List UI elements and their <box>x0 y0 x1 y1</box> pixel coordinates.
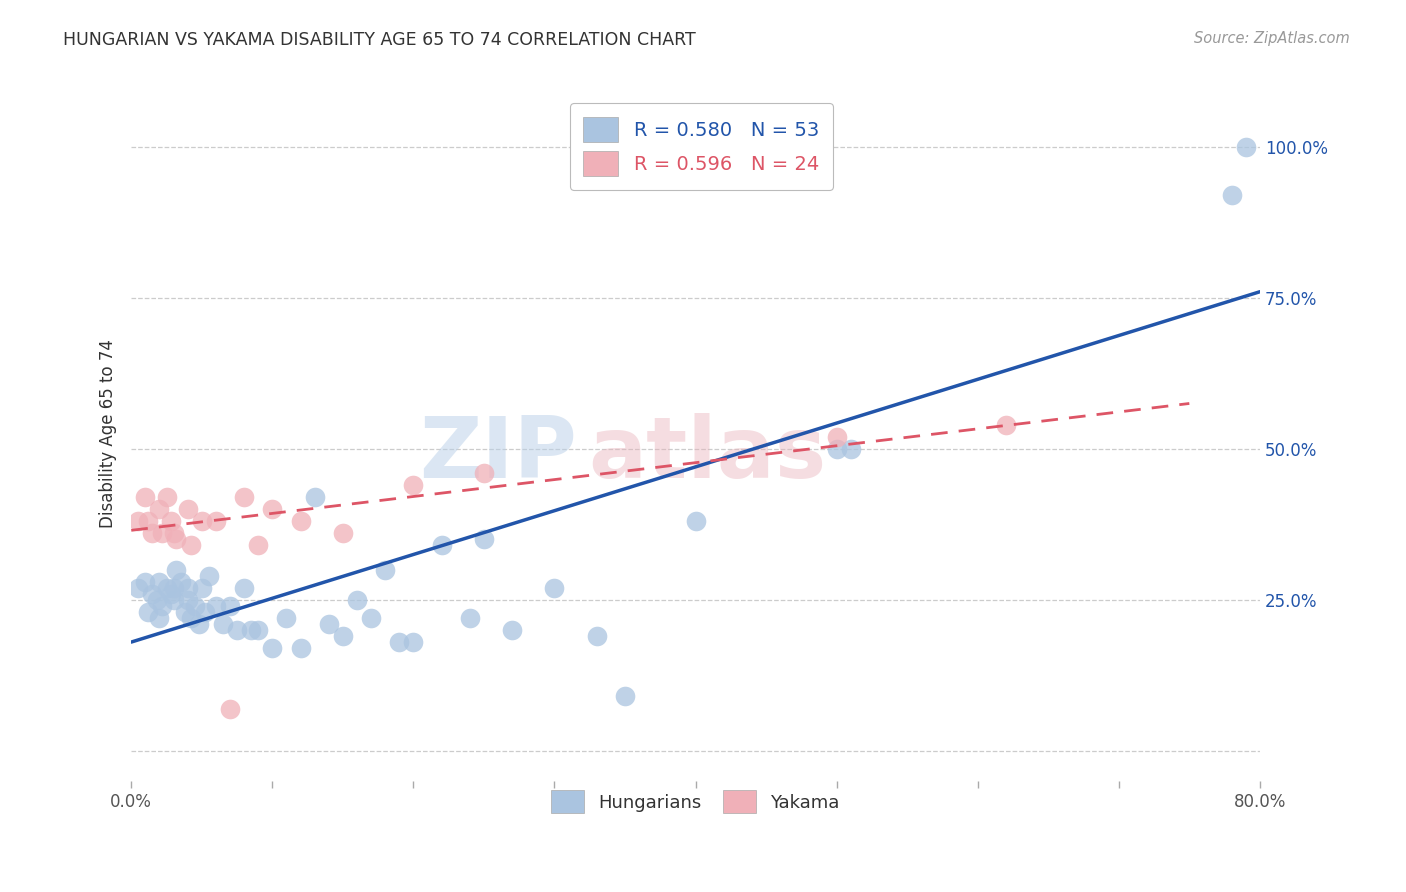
Point <box>179 538 201 552</box>
Point <box>501 623 523 637</box>
Point <box>262 502 284 516</box>
Point <box>194 605 217 619</box>
Point <box>1234 140 1257 154</box>
Point <box>169 574 191 589</box>
Point <box>198 568 221 582</box>
Point <box>188 616 211 631</box>
Text: Source: ZipAtlas.com: Source: ZipAtlas.com <box>1194 31 1350 46</box>
Point <box>176 581 198 595</box>
Point <box>458 611 481 625</box>
Point <box>1220 188 1243 202</box>
Point <box>184 599 207 613</box>
Point <box>346 592 368 607</box>
Point <box>388 635 411 649</box>
Legend: Hungarians, Yakama: Hungarians, Yakama <box>541 780 851 824</box>
Point <box>155 581 177 595</box>
Point <box>247 538 270 552</box>
Point <box>179 611 201 625</box>
Point <box>685 514 707 528</box>
Point <box>247 623 270 637</box>
Point <box>162 581 184 595</box>
Point <box>994 417 1017 432</box>
Point <box>318 616 340 631</box>
Point <box>136 514 159 528</box>
Point <box>148 502 170 516</box>
Point <box>614 690 637 704</box>
Point <box>176 592 198 607</box>
Point <box>276 611 298 625</box>
Point <box>205 514 228 528</box>
Point <box>430 538 453 552</box>
Point <box>219 701 242 715</box>
Point <box>402 635 425 649</box>
Point <box>585 629 607 643</box>
Y-axis label: Disability Age 65 to 74: Disability Age 65 to 74 <box>100 339 117 528</box>
Point <box>145 592 167 607</box>
Text: atlas: atlas <box>588 413 827 496</box>
Point <box>162 592 184 607</box>
Point <box>191 581 214 595</box>
Point <box>402 478 425 492</box>
Point <box>134 490 156 504</box>
Point <box>304 490 326 504</box>
Point <box>148 611 170 625</box>
Point <box>543 581 565 595</box>
Point <box>226 623 249 637</box>
Point <box>173 605 195 619</box>
Point <box>472 533 495 547</box>
Point <box>191 514 214 528</box>
Point <box>165 563 187 577</box>
Point <box>472 466 495 480</box>
Point <box>141 526 163 541</box>
Point <box>127 581 149 595</box>
Text: ZIP: ZIP <box>419 413 576 496</box>
Point <box>332 526 354 541</box>
Point <box>141 587 163 601</box>
Point <box>136 605 159 619</box>
Point <box>150 526 173 541</box>
Point <box>162 526 184 541</box>
Point <box>219 599 242 613</box>
Point <box>825 442 848 456</box>
Point <box>176 502 198 516</box>
Point <box>212 616 235 631</box>
Point <box>825 430 848 444</box>
Point <box>839 442 862 456</box>
Point <box>290 514 312 528</box>
Point <box>360 611 382 625</box>
Point <box>290 641 312 656</box>
Point <box>374 563 396 577</box>
Point <box>127 514 149 528</box>
Point <box>332 629 354 643</box>
Text: HUNGARIAN VS YAKAMA DISABILITY AGE 65 TO 74 CORRELATION CHART: HUNGARIAN VS YAKAMA DISABILITY AGE 65 TO… <box>63 31 696 49</box>
Point <box>134 574 156 589</box>
Point <box>233 490 256 504</box>
Point <box>155 490 177 504</box>
Point <box>159 587 181 601</box>
Point <box>165 533 187 547</box>
Point <box>205 599 228 613</box>
Point <box>233 581 256 595</box>
Point <box>159 514 181 528</box>
Point <box>262 641 284 656</box>
Point <box>150 599 173 613</box>
Point <box>240 623 263 637</box>
Point <box>148 574 170 589</box>
